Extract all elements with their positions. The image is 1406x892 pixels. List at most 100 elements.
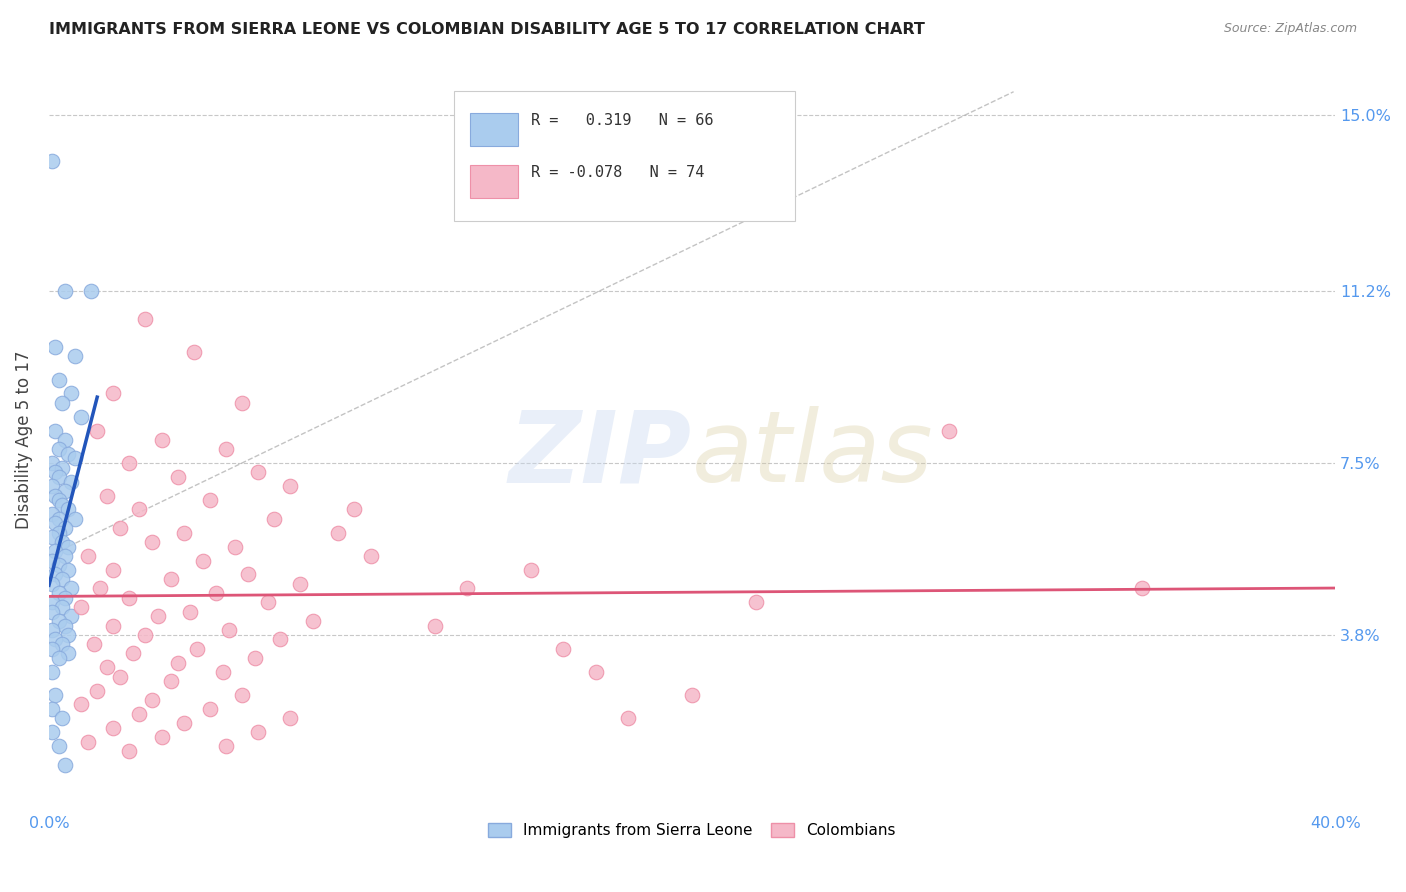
Point [60,582,83,596]
Point [215,442,238,457]
Point [70,409,93,424]
Point [76,734,98,748]
Point [41,154,63,169]
Point [173,716,195,731]
Point [53,433,76,447]
Point [278,711,301,725]
Text: R = -0.078   N = 74: R = -0.078 N = 74 [531,165,704,180]
Point [238,567,260,582]
Point [256,595,278,609]
Point [58,563,80,577]
Point [681,688,703,702]
Point [48,525,70,540]
Y-axis label: Disability Age 5 to 17: Disability Age 5 to 17 [15,351,32,529]
Point [121,646,143,660]
Point [51,599,73,614]
Point [103,386,125,401]
Point [44,544,66,558]
Point [58,646,80,660]
Point [198,493,221,508]
Point [41,595,63,609]
Point [53,521,76,535]
Point [278,479,301,493]
Point [128,706,150,721]
Point [76,549,98,563]
Point [53,757,76,772]
Point [63,349,86,363]
Point [51,711,73,725]
Point [118,591,141,605]
Point [141,693,163,707]
Point [48,651,70,665]
Point [160,572,183,586]
Point [263,512,285,526]
Point [63,512,86,526]
Point [48,614,70,628]
Point [63,451,86,466]
Point [553,641,575,656]
Point [41,665,63,679]
Point [128,502,150,516]
Point [218,623,240,637]
Point [70,698,93,712]
Point [48,470,70,484]
Point [1130,582,1153,596]
Point [141,535,163,549]
Point [44,632,66,647]
Point [520,563,543,577]
Point [44,340,66,354]
Text: Source: ZipAtlas.com: Source: ZipAtlas.com [1223,22,1357,36]
Point [215,739,238,754]
Point [58,447,80,461]
Point [44,516,66,531]
Point [53,483,76,498]
Point [53,618,76,632]
Point [108,669,131,683]
Point [48,442,70,457]
Point [41,507,63,521]
Point [343,502,366,516]
Point [745,595,768,609]
Point [86,424,108,438]
Point [585,665,607,679]
Point [58,502,80,516]
Point [269,632,291,647]
Point [53,285,76,299]
Point [96,660,118,674]
Point [198,702,221,716]
Point [41,605,63,619]
Point [60,609,83,624]
Point [58,540,80,554]
Point [51,498,73,512]
Point [166,470,188,484]
Point [48,586,70,600]
Point [83,637,105,651]
Point [41,725,63,739]
Point [51,460,73,475]
Point [134,312,156,326]
Text: ZIP: ZIP [509,406,692,503]
Point [224,540,246,554]
Point [360,549,382,563]
Point [41,530,63,544]
Point [288,576,311,591]
Point [938,424,960,438]
Point [246,725,269,739]
Point [41,641,63,656]
Point [80,285,103,299]
Point [205,586,228,600]
Point [179,605,201,619]
Point [134,628,156,642]
Point [41,456,63,470]
Point [96,489,118,503]
Point [103,563,125,577]
Point [41,702,63,716]
Point [89,582,111,596]
Point [44,489,66,503]
Point [48,739,70,754]
FancyBboxPatch shape [454,91,794,220]
Point [118,456,141,470]
Point [150,433,173,447]
Point [51,637,73,651]
Point [53,591,76,605]
